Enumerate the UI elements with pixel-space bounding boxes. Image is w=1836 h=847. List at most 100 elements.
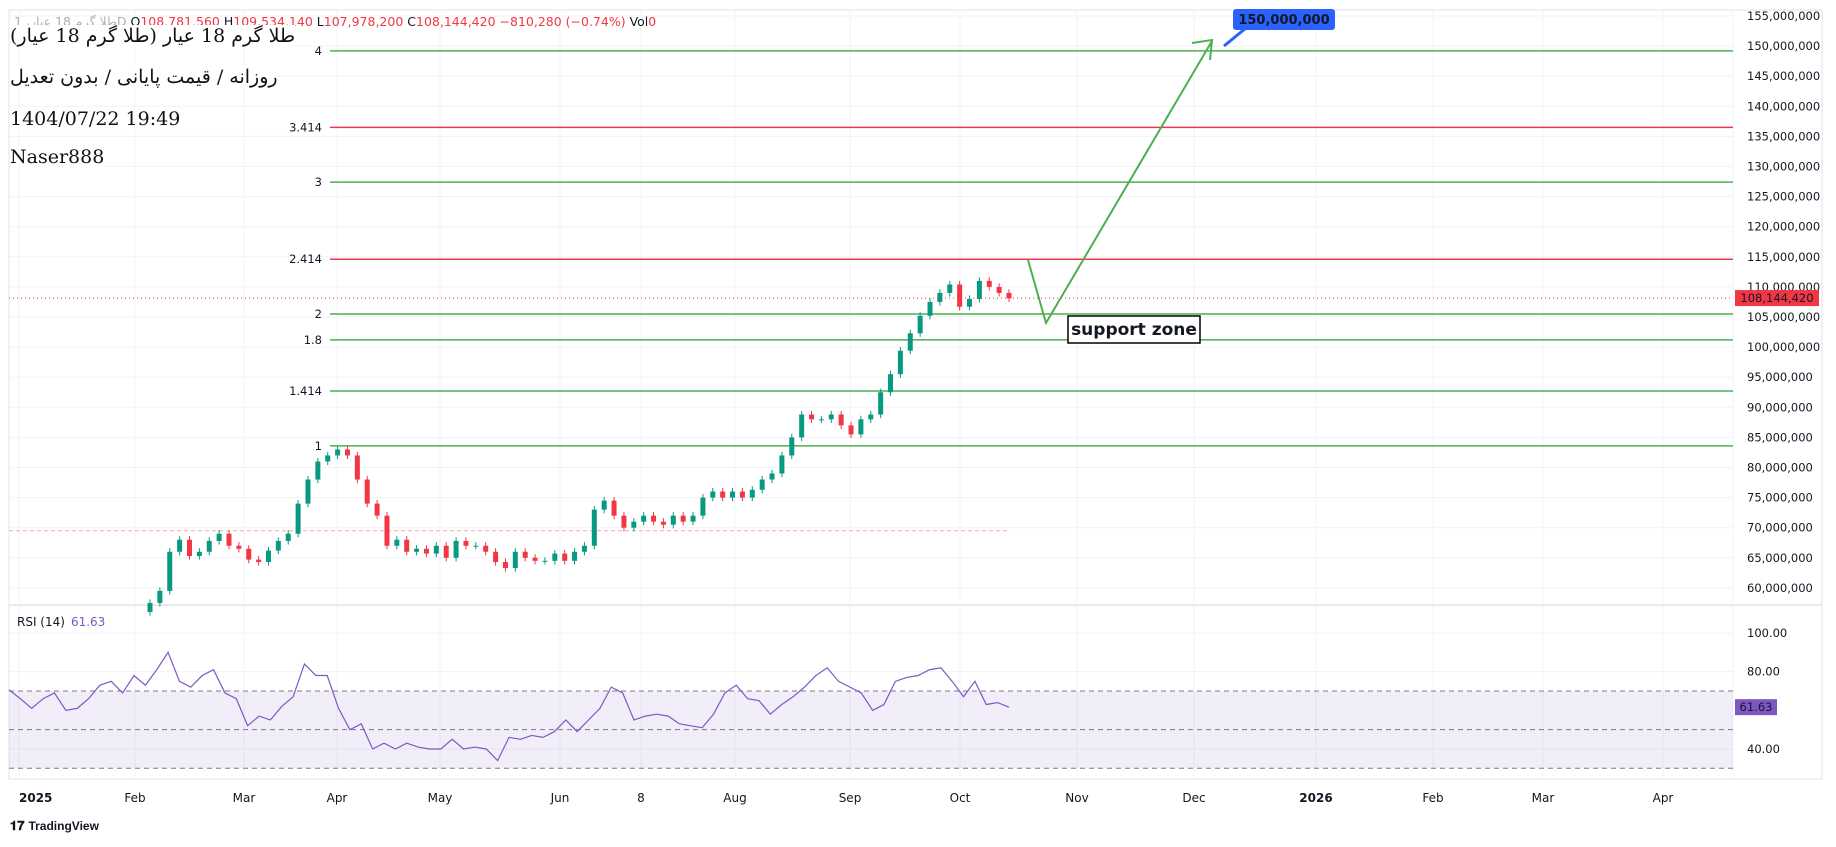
support-zone-label: support zone	[1071, 320, 1197, 340]
x-tick-label: Aug	[723, 791, 746, 805]
price-tick-label: 105,000,000	[1747, 310, 1820, 324]
overlay-author: Naser888	[10, 146, 105, 168]
candle	[216, 533, 222, 541]
candle	[246, 548, 252, 560]
candle	[680, 515, 686, 522]
candle	[423, 548, 429, 554]
rsi-value-label: 61.63	[1740, 700, 1773, 714]
low-label: L	[316, 14, 324, 29]
candle	[275, 540, 281, 551]
candle	[927, 301, 933, 316]
x-tick-label: Sep	[839, 791, 862, 805]
candle	[562, 553, 568, 561]
fib-level-label: 1.8	[304, 333, 322, 347]
candle	[799, 414, 805, 438]
candle	[779, 455, 785, 474]
candle	[897, 350, 903, 375]
close-value: 108,144,420	[416, 14, 496, 29]
support-zone-box[interactable]	[1067, 315, 1201, 344]
fib-level-label: 2	[315, 307, 322, 321]
candle	[937, 292, 943, 302]
candle	[522, 551, 528, 558]
candle	[493, 551, 499, 563]
candle	[1006, 292, 1012, 299]
price-tick-label: 85,000,000	[1747, 430, 1813, 444]
candle	[858, 419, 864, 435]
target-pointer	[1223, 26, 1247, 48]
tv-logo-icon: 𝟏𝟕	[10, 818, 25, 833]
candle	[651, 515, 657, 522]
candle	[463, 540, 469, 546]
candle	[907, 333, 913, 351]
target-price-label: 150,000,000	[1238, 13, 1329, 28]
rsi-tick-label: 100.00	[1747, 626, 1787, 640]
candle	[917, 315, 923, 334]
candle	[720, 491, 726, 498]
x-tick-label: May	[428, 791, 453, 805]
candle	[433, 545, 439, 554]
candle	[848, 425, 854, 435]
candle	[305, 479, 311, 504]
x-tick-label: 2026	[1299, 791, 1332, 805]
fib-level-label: 1	[315, 439, 322, 453]
candle	[453, 540, 459, 558]
x-tick-label: 2025	[19, 791, 52, 805]
rsi-line	[8, 651, 1010, 762]
candle	[394, 539, 400, 546]
candle	[631, 521, 637, 528]
candle	[947, 284, 953, 293]
candle	[186, 539, 192, 556]
candle	[473, 545, 479, 547]
price-tick-label: 145,000,000	[1747, 69, 1820, 83]
candle	[364, 479, 370, 504]
last-price-badge	[1735, 290, 1819, 307]
projection-arrow[interactable]	[1027, 40, 1213, 326]
price-tick-label: 75,000,000	[1747, 491, 1813, 505]
arrowhead-icon	[1191, 38, 1214, 61]
candle	[572, 551, 578, 561]
overlay-subtitle: روزانه / قیمت پایانی / بدون تعدیل	[10, 66, 278, 88]
price-tick-label: 130,000,000	[1747, 160, 1820, 174]
price-tick-label: 95,000,000	[1747, 370, 1813, 384]
x-tick-label: Mar	[1532, 791, 1555, 805]
candle	[749, 489, 755, 498]
candle	[996, 286, 1002, 293]
fib-level-label: 4	[315, 44, 322, 58]
target-price-label-bg[interactable]	[1233, 9, 1335, 30]
rsi-band-fill	[9, 690, 1733, 769]
candle	[384, 515, 390, 546]
rsi-legend: RSI (14) 61.63	[17, 615, 105, 629]
price-tick-label: 135,000,000	[1747, 129, 1820, 143]
candle	[177, 539, 183, 552]
price-tick-label: 100,000,000	[1747, 340, 1820, 354]
rsi-value: 61.63	[70, 615, 106, 629]
x-tick-label: Nov	[1065, 791, 1088, 805]
x-tick-label: Feb	[124, 791, 145, 805]
price-tick-label: 125,000,000	[1747, 190, 1820, 204]
fib-level-label: 1.414	[289, 384, 322, 398]
x-tick-label: Apr	[1653, 791, 1674, 805]
candle	[414, 548, 420, 552]
candle	[265, 550, 271, 563]
x-tick-label: Mar	[233, 791, 256, 805]
candle	[641, 515, 647, 522]
candle	[532, 557, 538, 561]
x-tick-label: Oct	[950, 791, 971, 805]
candle	[789, 437, 795, 456]
candle	[335, 449, 341, 456]
candle	[502, 562, 508, 569]
candle	[957, 284, 963, 307]
price-tick-label: 70,000,000	[1747, 521, 1813, 535]
close-label: C	[407, 14, 416, 29]
candle	[542, 560, 548, 562]
price-tick-label: 90,000,000	[1747, 400, 1813, 414]
candle	[285, 533, 291, 541]
candle	[256, 559, 262, 563]
candle	[196, 551, 202, 556]
tradingview-logo[interactable]: 𝟏𝟕 TradingView	[10, 818, 99, 834]
candle	[611, 500, 617, 516]
fib-level-label: 2.414	[289, 252, 322, 266]
change-value: −810,280 (−0.74%)	[499, 14, 626, 29]
